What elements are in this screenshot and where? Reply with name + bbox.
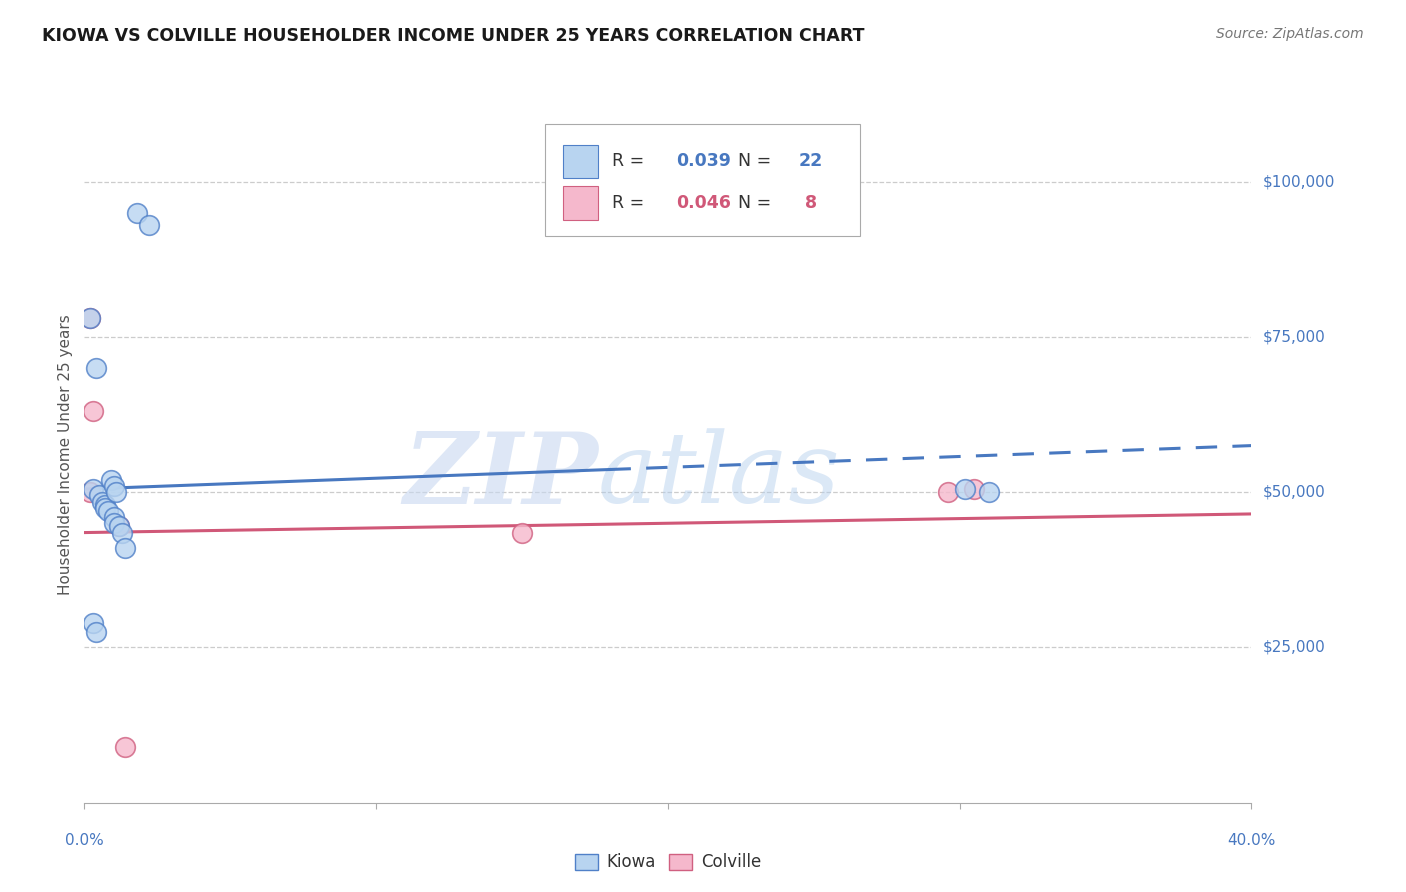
Point: [84, 360, 107, 375]
Point: [79, 311, 101, 326]
Text: $50,000: $50,000: [1263, 484, 1326, 500]
Point: [100, 473, 122, 487]
Text: N =: N =: [738, 194, 776, 212]
Text: $25,000: $25,000: [1263, 640, 1326, 655]
Point: [114, 541, 136, 555]
Point: [90, 494, 112, 508]
Text: ZIP: ZIP: [404, 427, 598, 524]
Point: [108, 519, 131, 533]
Bar: [562, 145, 598, 178]
Text: Source: ZipAtlas.com: Source: ZipAtlas.com: [1216, 27, 1364, 41]
Text: KIOWA VS COLVILLE HOUSEHOLDER INCOME UNDER 25 YEARS CORRELATION CHART: KIOWA VS COLVILLE HOUSEHOLDER INCOME UND…: [42, 27, 865, 45]
Point: [103, 516, 125, 531]
Point: [936, 485, 959, 500]
Text: R =: R =: [612, 153, 650, 170]
Legend: Kiowa, Colville: Kiowa, Colville: [568, 847, 768, 878]
Point: [103, 510, 125, 524]
Point: [955, 482, 977, 496]
Point: [94, 498, 117, 512]
Point: [94, 500, 117, 515]
Point: [114, 739, 136, 754]
Text: R =: R =: [612, 194, 650, 212]
Point: [111, 525, 134, 540]
FancyBboxPatch shape: [546, 124, 860, 235]
Point: [510, 525, 533, 540]
Text: 22: 22: [799, 153, 823, 170]
Point: [87, 488, 110, 502]
Point: [82, 404, 104, 418]
Text: atlas: atlas: [598, 428, 841, 524]
Text: 0.039: 0.039: [676, 153, 731, 170]
Text: 8: 8: [799, 194, 817, 212]
Point: [977, 485, 1000, 500]
Point: [82, 482, 104, 496]
Point: [963, 482, 986, 496]
Text: 0.0%: 0.0%: [65, 833, 104, 848]
Bar: [562, 186, 598, 219]
Point: [97, 504, 120, 518]
Point: [138, 218, 160, 232]
Point: [84, 624, 107, 639]
Text: 40.0%: 40.0%: [1227, 833, 1275, 848]
Point: [103, 479, 125, 493]
Text: 0.046: 0.046: [676, 194, 731, 212]
Text: N =: N =: [738, 153, 776, 170]
Point: [79, 485, 101, 500]
Text: $100,000: $100,000: [1263, 174, 1334, 189]
Y-axis label: Householder Income Under 25 years: Householder Income Under 25 years: [58, 315, 73, 595]
Point: [82, 615, 104, 630]
Point: [125, 205, 148, 219]
Point: [105, 485, 128, 500]
Point: [79, 311, 101, 326]
Point: [108, 519, 131, 533]
Text: $75,000: $75,000: [1263, 329, 1326, 344]
